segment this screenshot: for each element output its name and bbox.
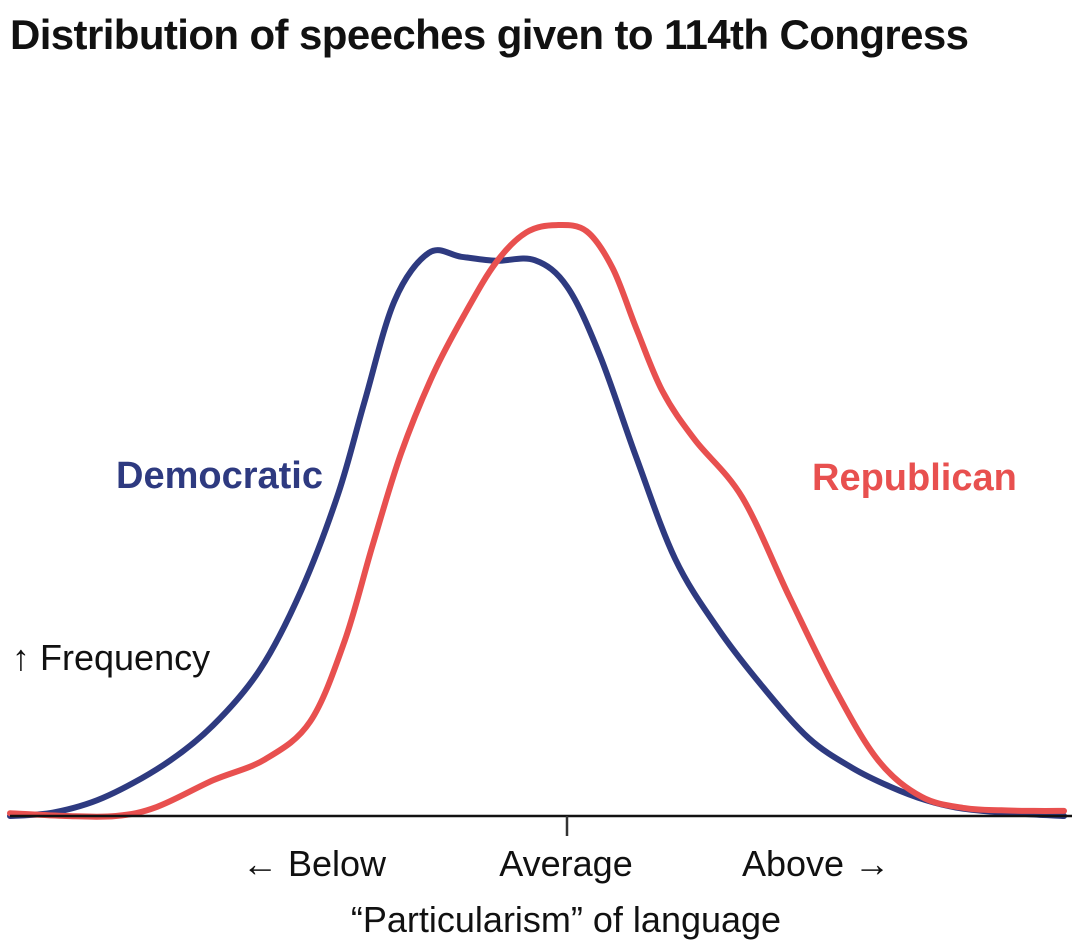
series-layer xyxy=(7,221,1067,820)
x-tick-label-above: Above → xyxy=(742,843,890,884)
x-axis-label: “Particularism” of language xyxy=(351,899,781,940)
x-tick-label-average: Average xyxy=(499,843,632,884)
x-tick-label-below: ← Below xyxy=(242,843,387,884)
series-line-democratic xyxy=(7,247,1067,819)
series-label-democratic: Democratic xyxy=(116,455,323,497)
series-label-republican: Republican xyxy=(812,457,1017,499)
chart-title: Distribution of speeches given to 114th … xyxy=(10,11,969,58)
y-axis-label: ↑ Frequency xyxy=(12,637,210,678)
series-line-republican xyxy=(7,221,1067,820)
